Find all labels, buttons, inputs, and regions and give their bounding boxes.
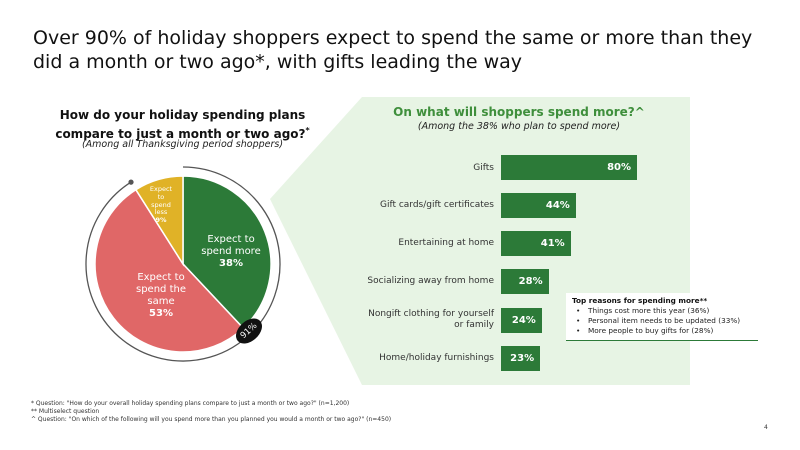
footnote: ** Multiselect question [31, 408, 100, 415]
slice-label-more-line-1: Expect to [207, 234, 255, 245]
pie-slices [94, 175, 272, 353]
callout-connector [270, 97, 362, 385]
slice-value-more: 38% [219, 258, 243, 269]
slice-spend-less [134, 175, 184, 267]
top-reasons-box: Top reasons for spending more** Things c… [566, 293, 758, 341]
reason-item: Personal item needs to be updated (33%) [576, 316, 752, 326]
bar-label: Home/holiday furnishings [379, 353, 494, 363]
footnotes: * Question: "How do your overall holiday… [31, 400, 711, 424]
slice-label-same-line-1: Expect to [137, 272, 185, 283]
slice-label-same-line-3: same [147, 296, 175, 307]
slice-label-more-line-2: spend more [201, 246, 261, 257]
pie-chart-title-text: How do your holiday spending plans compa… [55, 108, 306, 141]
slice-spend-more [182, 175, 272, 330]
bar-label: Socializing away from home [367, 276, 494, 286]
slice-label-same-line-2: spend the [136, 284, 186, 295]
bar-label: Nongift clothing for yourself or family [368, 309, 494, 330]
bar-chart-title: On what will shoppers spend more?^ [393, 105, 645, 119]
bar-gift-cards: 44% [501, 193, 576, 218]
reason-item: Things cost more this year (36%) [576, 306, 752, 316]
slice-label-same: Expect to spend the same 53% [124, 272, 198, 320]
arc-start-dot [128, 179, 134, 185]
footnote: * Question: "How do your overall holiday… [31, 400, 350, 407]
bar-label: Gift cards/gift certificates [379, 200, 494, 210]
bar-nongift-clothing: 24% [501, 308, 542, 333]
slice-label-less-line-1: Expect [149, 185, 173, 193]
bar-label: Gifts [473, 163, 494, 173]
pie-chart-title: How do your holiday spending plans compa… [30, 108, 335, 142]
bar-chart-subtitle: (Among the 38% who plan to spend more) [417, 121, 621, 132]
slice-label-less-line-4: less [154, 208, 168, 217]
top-reasons-list: Things cost more this year (36%) Persona… [572, 306, 752, 336]
pie-chart-subtitle: (Among all Thanksgiving period shoppers) [81, 139, 284, 150]
slice-label-less-line-2: to [157, 192, 165, 201]
slice-spend-same [94, 188, 245, 353]
bar-label: Entertaining at home [398, 238, 494, 248]
top-reasons-title: Top reasons for spending more** [572, 296, 708, 305]
pie-chart-title-mark: * [305, 126, 310, 135]
footnote: ^ Question: "On which of the following w… [31, 416, 392, 423]
ninety-one-percent-arc [85, 166, 281, 362]
page-headline: Over 90% of holiday shoppers expect to s… [33, 27, 753, 73]
bar-gifts: 80% [501, 155, 637, 180]
page-number: 4 [764, 424, 768, 431]
slice-value-same: 53% [149, 308, 173, 319]
slice-value-less: 9% [155, 216, 167, 225]
bar-socializing-away: 28% [501, 269, 549, 294]
bar-home-furnishings: 23% [501, 346, 541, 371]
slice-label-less: Expect to spend less 9% [142, 185, 180, 225]
bar-entertaining-at-home: 41% [501, 231, 571, 256]
slice-label-more: Expect to spend more 38% [194, 234, 268, 270]
reason-item: More people to buy gifts for (28%) [576, 326, 752, 336]
slice-label-less-line-3: spend [151, 200, 171, 209]
